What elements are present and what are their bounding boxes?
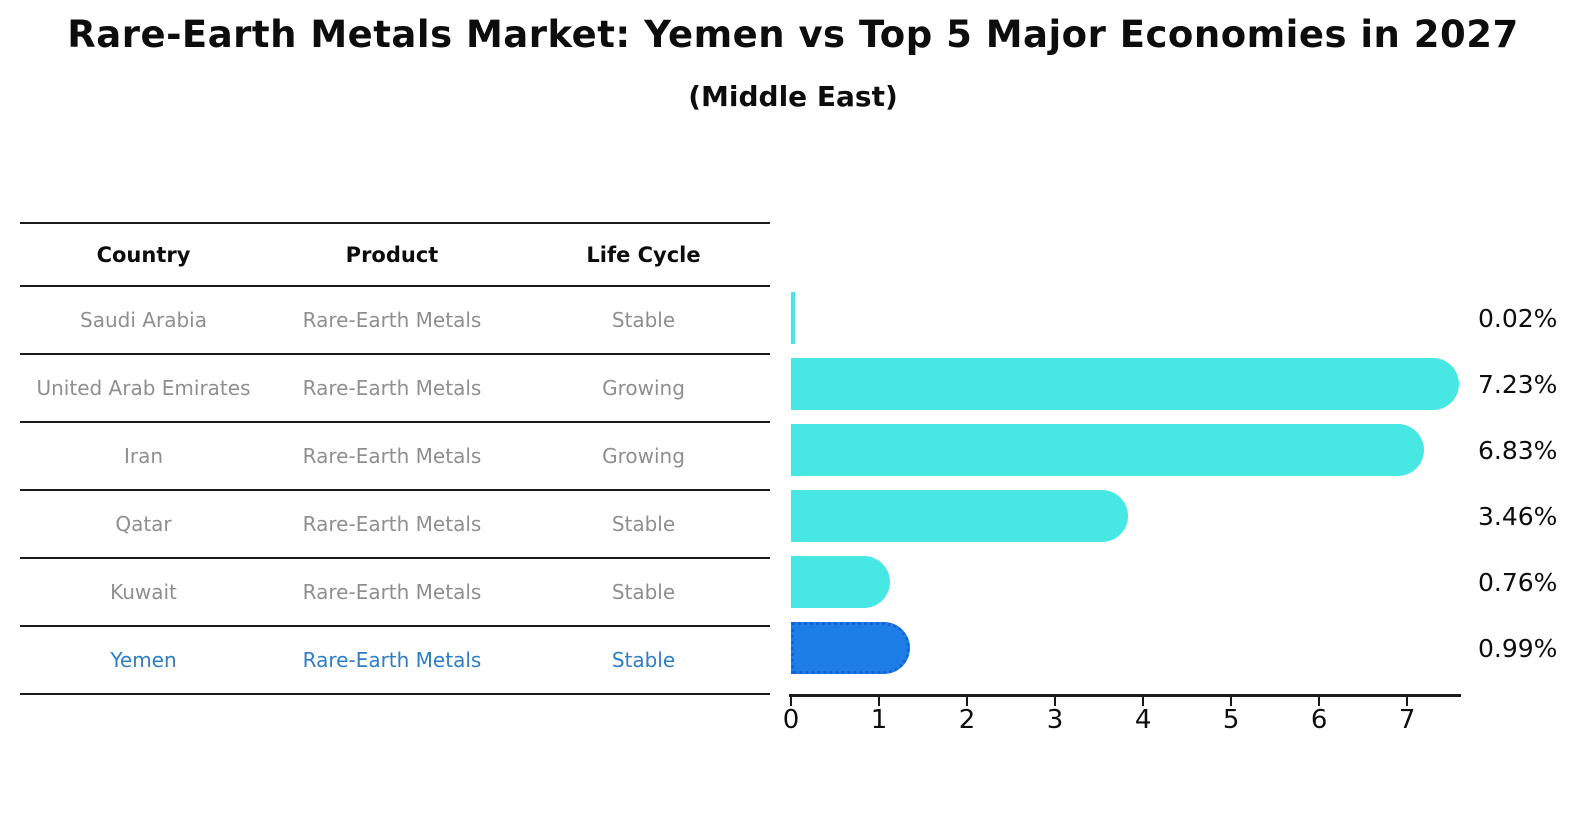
bar-saudi-arabia: [791, 292, 795, 344]
bar-row: [791, 417, 1481, 483]
cell-lifecycle: Stable: [611, 648, 676, 672]
cell-lifecycle: Stable: [611, 308, 676, 332]
bar-row: [791, 615, 1481, 681]
x-axis-tick-label: 3: [1046, 705, 1064, 735]
bar-iran: [791, 424, 1425, 476]
cell-product: Rare-Earth Metals: [302, 444, 482, 468]
bar-value-label-iran: 6.83%: [1478, 435, 1558, 465]
table-row-united-arab-emirates: United Arab Emirates Rare-Earth Metals G…: [20, 353, 770, 421]
x-axis-tick-label: 6: [1310, 705, 1328, 735]
bar-value-label-kuwait: 0.76%: [1478, 567, 1558, 597]
column-header-lifecycle: Life Cycle: [586, 242, 701, 267]
x-axis-tick-label: 0: [782, 705, 800, 735]
country-table: Country Product Life Cycle Saudi Arabia …: [20, 222, 770, 695]
cell-product: Rare-Earth Metals: [302, 376, 482, 400]
x-axis-tick: [878, 697, 881, 706]
cell-country: Saudi Arabia: [80, 308, 207, 332]
cell-product: Rare-Earth Metals: [302, 648, 482, 672]
bar-chart: [791, 285, 1481, 681]
page-title: Rare-Earth Metals Market: Yemen vs Top 5…: [67, 13, 1519, 56]
bar-united-arab-emirates: [791, 358, 1460, 410]
bar-row: [791, 549, 1481, 615]
x-axis-tick-label: 5: [1222, 705, 1240, 735]
bar-row: [791, 483, 1481, 549]
table-row-saudi-arabia: Saudi Arabia Rare-Earth Metals Stable: [20, 285, 770, 353]
bar-value-label-qatar: 3.46%: [1478, 501, 1558, 531]
cell-lifecycle: Stable: [611, 512, 676, 536]
x-axis-tick-label: 4: [1134, 705, 1152, 735]
bar-row: [791, 285, 1481, 351]
cell-product: Rare-Earth Metals: [302, 512, 482, 536]
cell-lifecycle: Growing: [602, 444, 685, 468]
table-row-qatar: Qatar Rare-Earth Metals Stable: [20, 489, 770, 557]
x-axis-tick: [1406, 697, 1409, 706]
cell-country: Yemen: [110, 648, 177, 672]
bar-kuwait: [791, 556, 890, 608]
x-axis-tick-label: 2: [958, 705, 976, 735]
x-axis-tick: [966, 697, 969, 706]
bar-value-label-united-arab-emirates: 7.23%: [1478, 369, 1558, 399]
cell-country: Kuwait: [110, 580, 177, 604]
x-axis-tick-label: 7: [1398, 705, 1416, 735]
x-axis-tick: [1142, 697, 1145, 706]
bar-value-labels: 0.02% 7.23% 6.83% 3.46% 0.76% 0.99%: [1478, 285, 1584, 681]
x-axis-tick: [1230, 697, 1233, 706]
bar-value-label-yemen: 0.99%: [1478, 633, 1558, 663]
cell-lifecycle: Stable: [611, 580, 676, 604]
x-axis-line: [789, 694, 1461, 697]
page-subtitle: (Middle East): [688, 80, 898, 113]
bar-yemen: [791, 622, 911, 674]
table-row-kuwait: Kuwait Rare-Earth Metals Stable: [20, 557, 770, 625]
column-header-product: Product: [345, 242, 439, 267]
cell-product: Rare-Earth Metals: [302, 308, 482, 332]
table-row-iran: Iran Rare-Earth Metals Growing: [20, 421, 770, 489]
column-header-country: Country: [96, 242, 191, 267]
cell-country: Iran: [123, 444, 164, 468]
table-row-yemen: Yemen Rare-Earth Metals Stable: [20, 625, 770, 693]
x-axis-tick: [1054, 697, 1057, 706]
x-axis-ticks: [790, 697, 1463, 707]
cell-product: Rare-Earth Metals: [302, 580, 482, 604]
x-axis-tick: [1318, 697, 1321, 706]
x-axis-tick-label: 1: [870, 705, 888, 735]
cell-country: United Arab Emirates: [36, 376, 251, 400]
table-header-row: Country Product Life Cycle: [20, 222, 770, 285]
x-axis-tick: [790, 697, 792, 706]
bar-qatar: [791, 490, 1128, 542]
x-axis-tick-labels: 0 1 2 3 4 5 6 7: [783, 705, 1463, 739]
cell-country: Qatar: [115, 512, 172, 536]
bar-value-label-saudi-arabia: 0.02%: [1478, 303, 1558, 333]
bar-row: [791, 351, 1481, 417]
cell-lifecycle: Growing: [602, 376, 685, 400]
